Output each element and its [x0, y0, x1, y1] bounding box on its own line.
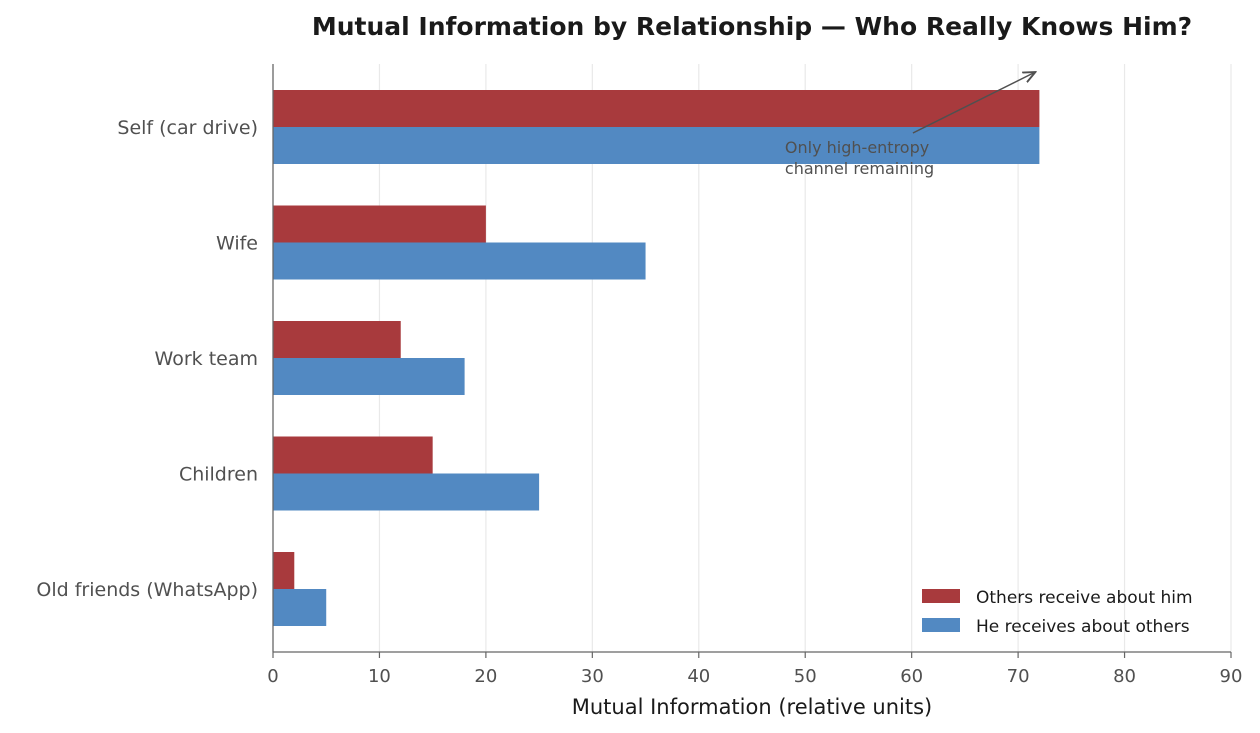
bars: Self (car drive) — Others receive about … [273, 90, 1040, 626]
x-tick-label: 40 [687, 666, 710, 687]
x-axis-ticks: 0 10 20 30 40 50 60 70 80 90 [267, 652, 1242, 687]
annotation-arrow [912, 72, 1035, 134]
x-tick-label: 10 [368, 666, 391, 687]
bar-he-receives-about-others-old-friends-whatsapp: Old friends (WhatsApp) — He receives abo… [273, 589, 327, 626]
bar-others-receive-about-him-self-car-drive: Self (car drive) — Others receive about … [273, 90, 1040, 127]
bar-he-receives-about-others-self-car-drive: Self (car drive) — He receives about oth… [273, 127, 1040, 164]
x-tick-label: 60 [900, 666, 923, 687]
annotation: Only high-entropy channel remaining [785, 72, 1035, 178]
x-tick-label: 50 [794, 666, 817, 687]
bar-he-receives-about-others-work-team: Work team — He receives about others: 18 [273, 358, 465, 395]
bar-others-receive-about-him-children: Children — Others receive about him: 15 [273, 436, 433, 474]
chart-title: Mutual Information by Relationship — Who… [312, 12, 1192, 41]
legend-label-others-receive: Others receive about him [976, 588, 1193, 608]
bar-he-receives-about-others-children: Children — He receives about others: 25 [273, 473, 540, 511]
x-axis-title: Mutual Information (relative units) [572, 695, 933, 719]
y-category-label: Self (car drive) [117, 117, 258, 139]
bar-others-receive-about-him-work-team: Work team — Others receive about him: 12 [273, 321, 401, 358]
legend-swatch-he-receives [922, 618, 960, 632]
y-category-label: Work team [155, 348, 258, 370]
x-tick-label: 70 [1007, 666, 1030, 687]
x-tick-label: 90 [1220, 666, 1243, 687]
bar-others-receive-about-him-wife: Wife — Others receive about him: 20 [273, 205, 486, 243]
bar-others-receive-about-him-old-friends-whatsapp: Old friends (WhatsApp) — Others receive … [273, 552, 295, 589]
y-category-label: Wife [216, 233, 258, 255]
legend: Others receive about him He receives abo… [922, 588, 1193, 637]
legend-label-he-receives: He receives about others [976, 617, 1190, 637]
legend-swatch-others-receive [922, 589, 960, 603]
y-category-label: Old friends (WhatsApp) [36, 579, 258, 601]
bar-he-receives-about-others-wife: Wife — He receives about others: 35 [273, 242, 646, 280]
x-tick-label: 20 [474, 666, 497, 687]
y-axis-labels: Self (car drive) Wife Work team Children Old… [36, 117, 258, 601]
x-tick-label: 80 [1113, 666, 1136, 687]
x-tick-label: 0 [267, 666, 278, 687]
annotation-text-line: Only high-entropy [785, 138, 929, 157]
x-tick-label: 30 [581, 666, 604, 687]
annotation-text-line: channel remaining [785, 159, 934, 178]
y-category-label: Children [179, 464, 258, 486]
